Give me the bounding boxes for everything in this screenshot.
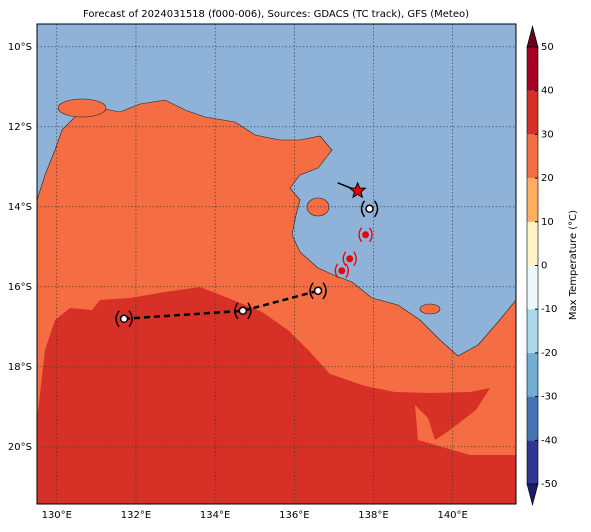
colorbar-tick-label: 50 xyxy=(541,42,554,53)
colorbar-tick-label: 40 xyxy=(541,86,554,97)
storm-symbol xyxy=(309,282,327,300)
storm-symbol xyxy=(342,251,357,267)
colorbar-segment xyxy=(527,134,538,179)
track-point xyxy=(313,286,323,296)
colorbar-segment xyxy=(527,309,538,353)
colorbar-tick-label: 20 xyxy=(541,173,554,184)
colorbar-segment xyxy=(527,440,538,484)
storm-symbol xyxy=(358,227,373,243)
title: Forecast of 2024031518 (f000-006), Sourc… xyxy=(83,9,469,20)
colorbar-tick-label: 10 xyxy=(541,217,554,228)
storm-symbol xyxy=(360,200,379,218)
map-frame xyxy=(36,23,517,505)
colorbar-segment xyxy=(527,352,538,397)
track-point xyxy=(238,306,248,316)
track-line xyxy=(124,289,319,321)
lat-tick-label: 14°S xyxy=(8,202,32,213)
current-position xyxy=(348,181,367,199)
colorbar-segment xyxy=(527,221,538,266)
lat-tick-label: 20°S xyxy=(8,442,32,453)
lon-tick-label: 132°E xyxy=(121,510,151,521)
lat-tick-label: 12°S xyxy=(8,122,32,133)
island xyxy=(57,98,107,118)
colorbar-tick-label: -40 xyxy=(541,435,557,446)
storm-symbol xyxy=(334,263,349,279)
colorbar-tick-label: -20 xyxy=(541,348,557,359)
track-point xyxy=(119,314,129,324)
lat-tick-label: 10°S xyxy=(8,42,32,53)
forecast-point xyxy=(338,267,346,275)
colorbar-under xyxy=(526,483,539,507)
forecast-point xyxy=(346,255,354,263)
lon-tick-label: 138°E xyxy=(358,510,388,521)
colorbar-tick-label: -50 xyxy=(541,479,557,490)
lon-tick-label: 130°E xyxy=(42,510,72,521)
colorbar-tick-label: -10 xyxy=(541,304,557,315)
overlay xyxy=(37,24,516,504)
colorbar-tick-label: 30 xyxy=(541,129,554,140)
colorbar-segment xyxy=(527,265,538,310)
colorbar-segment xyxy=(527,47,538,91)
colorbar: 50 40 30 20 10 0 -10 -20 -30 -40 -50 Max Temperatur… xyxy=(526,24,579,507)
lat-tick-label: 18°S xyxy=(8,362,32,373)
colorbar-tick-label: 0 xyxy=(541,261,547,272)
lon-tick-label: 140°E xyxy=(437,510,467,521)
colorbar-segment xyxy=(527,396,538,441)
storm-symbol xyxy=(234,302,252,320)
map xyxy=(36,23,517,505)
hot-region xyxy=(37,287,516,504)
forecast-point xyxy=(362,231,370,239)
lon-tick-label: 136°E xyxy=(279,510,309,521)
colorbar-tick-label: -30 xyxy=(541,392,557,403)
island xyxy=(419,303,441,315)
colorbar-label: Max Temperature (°C) xyxy=(568,210,579,320)
track-point xyxy=(365,204,374,214)
lat-tick-label: 16°S xyxy=(8,282,32,293)
colorbar-over xyxy=(526,24,539,48)
storm-symbol xyxy=(115,310,133,328)
colorbar-segment xyxy=(527,90,538,135)
lon-tick-label: 134°E xyxy=(200,510,230,521)
colorbar-segment xyxy=(527,178,538,222)
